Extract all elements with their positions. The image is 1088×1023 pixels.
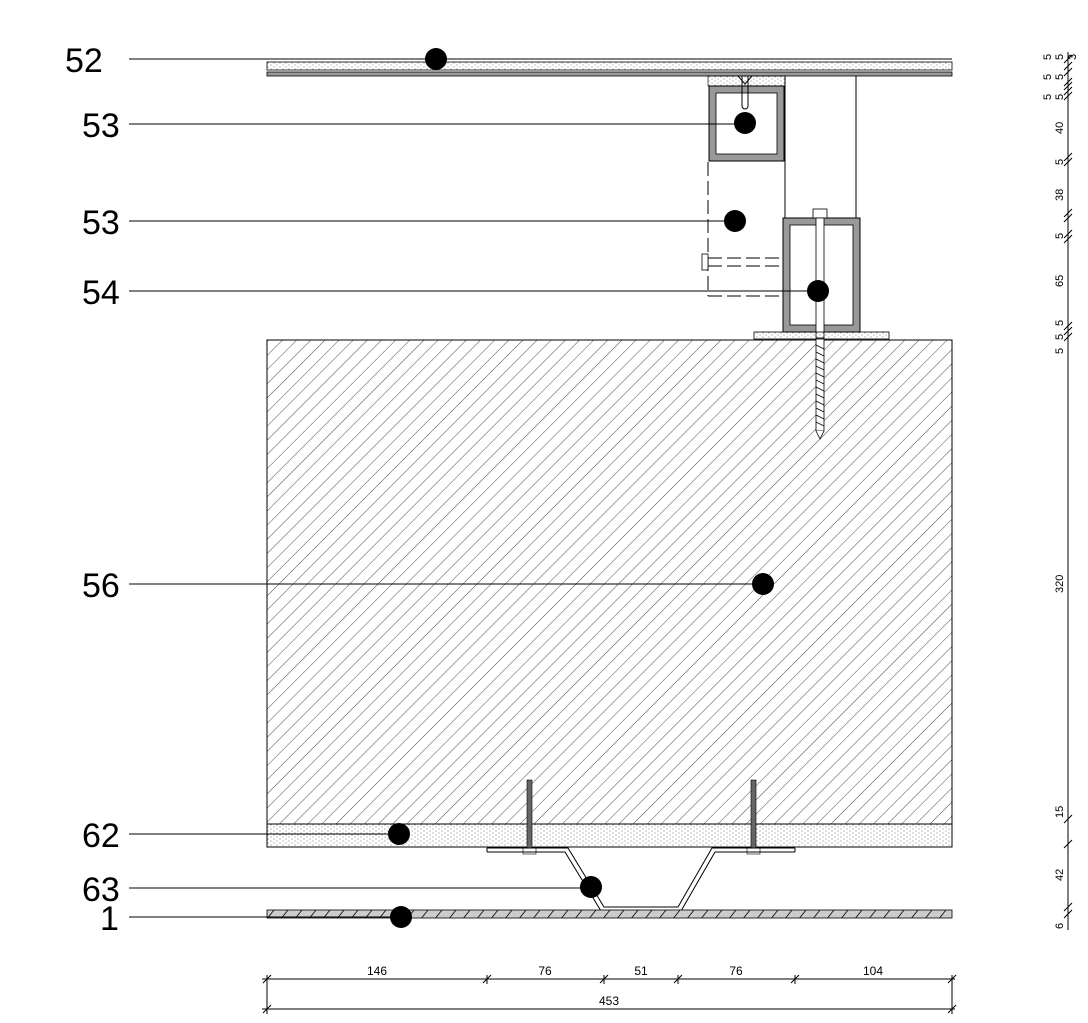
- dim-146: 146: [367, 964, 387, 978]
- vdim-42: 42: [1054, 869, 1066, 881]
- callout-markers: [388, 48, 829, 928]
- vdim-8: 5: [1054, 159, 1066, 165]
- vdim-65: 65: [1054, 275, 1066, 287]
- callout-dot-56: [752, 573, 774, 595]
- callout-label-54: 54: [82, 274, 120, 312]
- hat-profile-63: [486, 847, 796, 912]
- vdim-320: 320: [1054, 575, 1066, 593]
- top-panel-52: [266, 58, 953, 77]
- dim-76-b: 76: [729, 964, 743, 978]
- callout-label-53a: 53: [82, 107, 120, 145]
- vdim-1: 5: [1042, 54, 1054, 60]
- callout-dot-53b: [724, 210, 746, 232]
- callout-label-62: 62: [82, 817, 120, 855]
- vdim-5: 5: [1054, 74, 1066, 80]
- vdim-6: 6: [1054, 923, 1066, 929]
- vdim-38: 38: [1054, 189, 1066, 201]
- vdim-3: 3: [1067, 54, 1079, 60]
- dim-51: 51: [634, 964, 648, 978]
- vdim-40: 40: [1054, 122, 1066, 134]
- callout-label-63: 63: [82, 871, 120, 909]
- dotted-layer-62: [266, 823, 953, 848]
- vdim-4: 5: [1042, 74, 1054, 80]
- callout-dot-53a: [734, 112, 756, 134]
- vdim-12: 5: [1054, 320, 1066, 326]
- callout-label-53b: 53: [82, 204, 120, 242]
- vdim-15: 15: [1054, 806, 1066, 818]
- callout-label-52: 52: [65, 42, 103, 80]
- callout-dot-63: [580, 876, 602, 898]
- dim-76-a: 76: [538, 964, 552, 978]
- horizontal-dimension-chain: 146 76 51 76 104 453: [262, 964, 957, 1014]
- anchor-screw: [815, 338, 825, 440]
- leader-lines: [129, 58, 818, 918]
- callout-labels: 52 53 53 54 56 62 63 1: [65, 42, 120, 938]
- lower-hollow-section-54: [753, 208, 890, 340]
- bottom-panel-1: [266, 909, 953, 919]
- vertical-dimension-chain: 5 5 3 5 5 5 5 40 5 38 5 65 5 5 5 320 15 …: [1042, 52, 1079, 930]
- vdim-10: 5: [1054, 348, 1066, 354]
- vdim-7: 5: [1054, 94, 1066, 100]
- dim-total-453: 453: [599, 994, 619, 1008]
- callout-label-56: 56: [82, 567, 120, 605]
- callout-label-1: 1: [100, 900, 119, 938]
- main-hatched-block-56: [266, 339, 953, 825]
- vdim-9: 5: [1054, 233, 1066, 239]
- vdim-6: 5: [1042, 94, 1054, 100]
- callout-dot-1: [390, 906, 412, 928]
- vdim-2: 5: [1054, 54, 1066, 60]
- callout-dot-62: [388, 823, 410, 845]
- callout-dot-52: [425, 48, 447, 70]
- callout-dot-54: [807, 280, 829, 302]
- dim-104: 104: [863, 964, 883, 978]
- vdim-11: 5: [1054, 334, 1066, 340]
- upper-support-outline: [707, 75, 857, 218]
